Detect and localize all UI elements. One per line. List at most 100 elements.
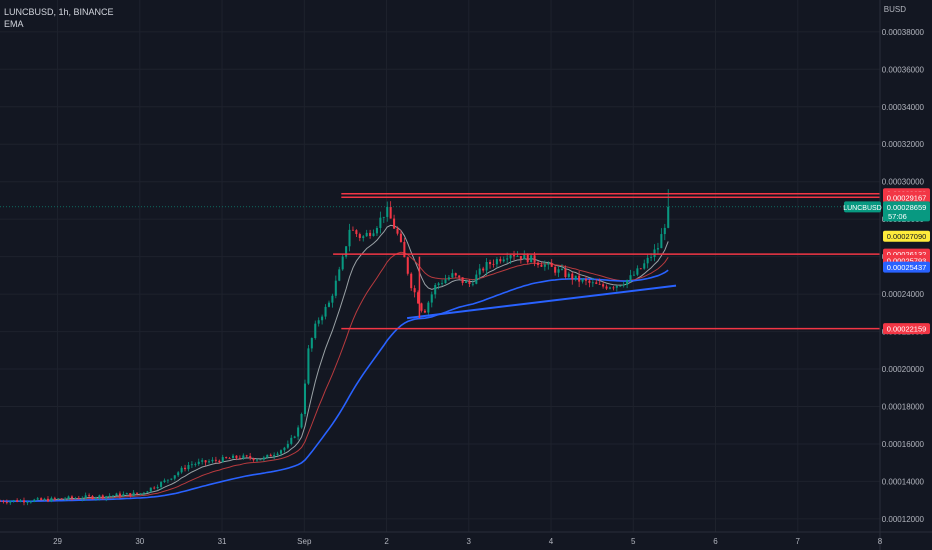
candle-body [420, 303, 423, 311]
symbol-title[interactable]: LUNCBUSD, 1h, BINANCE [4, 7, 114, 17]
candle-body [389, 206, 392, 219]
candle-body [492, 264, 495, 265]
price-labels: 0.000293590.000291670.0002865957:060.000… [843, 188, 930, 335]
candle-body [262, 457, 265, 460]
time-axis[interactable]: 29 30 31 Sep 2 3 4 5 6 7 8 [0, 531, 932, 546]
candle-body [228, 458, 231, 459]
candle-body [269, 454, 272, 457]
candle-body [667, 206, 670, 228]
candle-body [372, 233, 375, 236]
currency-label: BUSD [883, 5, 906, 14]
candle-body [554, 266, 557, 273]
candle-body [423, 310, 426, 313]
chart-legend: LUNCBUSD, 1h, BINANCE EMA [4, 6, 114, 30]
candle-body [16, 500, 19, 502]
y-tick-label: 0.00016000 [882, 440, 925, 449]
price-label-box [883, 261, 930, 273]
candle-body [663, 227, 666, 235]
price-label-box [883, 201, 930, 222]
candle-body [166, 479, 169, 481]
drawings[interactable] [0, 192, 880, 330]
candle-body [190, 464, 193, 466]
candle-body [29, 501, 32, 503]
candle-body [259, 459, 262, 461]
candle-body [84, 495, 87, 499]
candle-body [252, 458, 255, 461]
candle-body [324, 306, 327, 317]
x-tick-label: 2 [384, 537, 389, 546]
y-tick-label: 0.00020000 [882, 365, 925, 374]
price-label-text: 0.00022159 [887, 325, 927, 334]
candle-body [204, 460, 207, 463]
candle-body [578, 275, 581, 282]
candle-body [153, 487, 156, 489]
candle-body [276, 453, 279, 455]
candle-body [307, 348, 310, 384]
candle-body [70, 496, 73, 499]
support-trendline[interactable] [406, 284, 677, 320]
candle-body [327, 302, 330, 307]
candle-body [225, 457, 228, 459]
candle-body [588, 280, 591, 283]
candle-body [365, 232, 368, 237]
candle-body [197, 461, 200, 465]
price-label-box [883, 191, 930, 203]
y-tick-label: 0.00018000 [882, 402, 925, 411]
candle-body [297, 427, 300, 437]
candle-body [341, 256, 344, 270]
candle-body [653, 249, 656, 258]
candle-body [499, 259, 502, 262]
candle-body [36, 498, 39, 500]
price-label-text: 0.00025793 [887, 257, 927, 266]
candle-body [639, 268, 642, 270]
candle-body [208, 461, 211, 463]
candle-body [574, 275, 577, 280]
candle-body [266, 454, 269, 458]
candle-body [286, 443, 289, 448]
candle-body [564, 269, 567, 277]
candle-body [231, 455, 235, 459]
countdown-label: 57:06 [888, 212, 907, 221]
candle-body [509, 255, 512, 259]
candle-body [129, 493, 132, 497]
candle-body [156, 486, 159, 489]
candle-body [101, 495, 104, 499]
candle-body [118, 493, 121, 497]
x-tick-label: 7 [796, 537, 801, 546]
candle-body [519, 256, 522, 260]
candle-body [331, 295, 334, 303]
indicator-label[interactable]: EMA [4, 19, 24, 29]
candle-body [358, 234, 361, 238]
candle-body [622, 284, 625, 286]
candle-body [475, 274, 478, 284]
x-tick-label: 6 [713, 537, 718, 546]
candle-body [112, 495, 115, 497]
candle-body [502, 259, 505, 262]
candle-body [406, 257, 409, 274]
candle-body [584, 279, 588, 281]
candle-body [417, 292, 420, 304]
candle-body [393, 218, 396, 229]
candle-body [468, 281, 471, 284]
candle-body [149, 487, 152, 492]
candle-body [98, 495, 101, 498]
candle-body [125, 493, 128, 495]
candle-body [430, 294, 433, 303]
candle-body [403, 241, 406, 258]
candle-body [598, 283, 601, 285]
x-tick-label: 31 [218, 537, 227, 546]
x-tick-label: 8 [878, 537, 883, 546]
candle-body [43, 498, 46, 500]
candle-body [88, 495, 91, 497]
candle-body [581, 279, 584, 282]
candle-body [0, 501, 2, 502]
candle-body [160, 482, 163, 487]
candle-body [173, 475, 176, 479]
candle-body [382, 216, 385, 218]
candle-body [303, 383, 307, 414]
candle-body [656, 248, 659, 250]
candle-body [567, 273, 570, 277]
candle-body [369, 232, 372, 236]
